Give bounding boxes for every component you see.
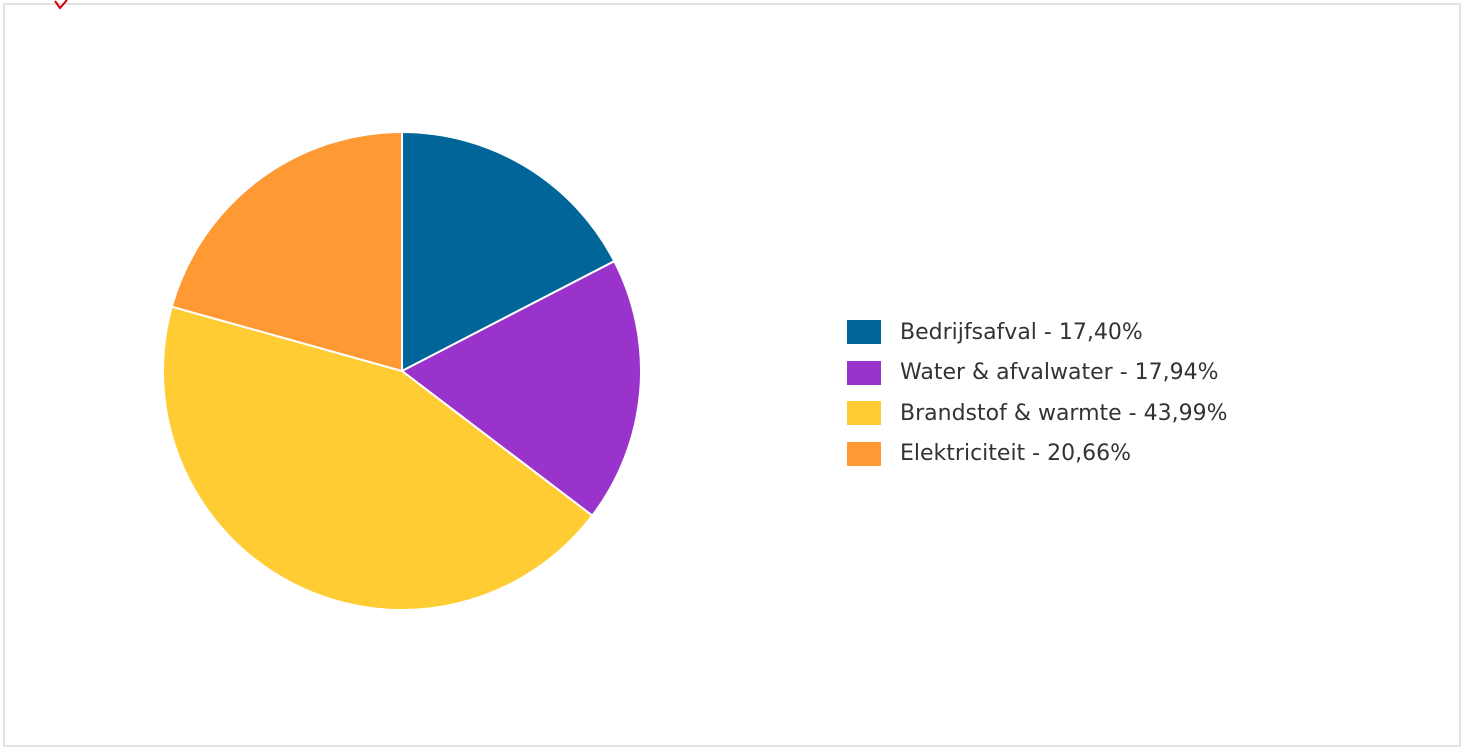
legend-item[interactable]: Elektriciteit - 20,66% [847, 434, 1228, 475]
pie-slice-elektriciteit[interactable] [170, 130, 403, 373]
legend-swatch [847, 441, 881, 466]
corner-check-icon [54, 0, 68, 10]
legend-label: Water & afvalwater - 17,94% [900, 360, 1219, 386]
pie-slice-water-afvalwater[interactable] [400, 259, 642, 518]
legend-item[interactable]: Water & afvalwater - 17,94% [847, 353, 1228, 394]
legend-item[interactable]: Bedrijfsafval - 17,40% [847, 312, 1228, 353]
legend-swatch [847, 401, 881, 426]
legend-label: Bedrijfsafval - 17,40% [900, 319, 1143, 345]
legend-label: Elektriciteit - 20,66% [900, 441, 1131, 467]
pie-slice-bedrijfsafval[interactable] [401, 130, 616, 373]
pie-slice-brandstof-warmte[interactable] [162, 305, 594, 611]
legend-item[interactable]: Brandstof & warmte - 43,99% [847, 393, 1228, 434]
legend-label: Brandstof & warmte - 43,99% [900, 400, 1228, 426]
legend-swatch [847, 360, 881, 385]
chart-legend: Bedrijfsafval - 17,40% Water & afvalwater… [847, 312, 1228, 474]
legend-swatch [847, 320, 881, 345]
